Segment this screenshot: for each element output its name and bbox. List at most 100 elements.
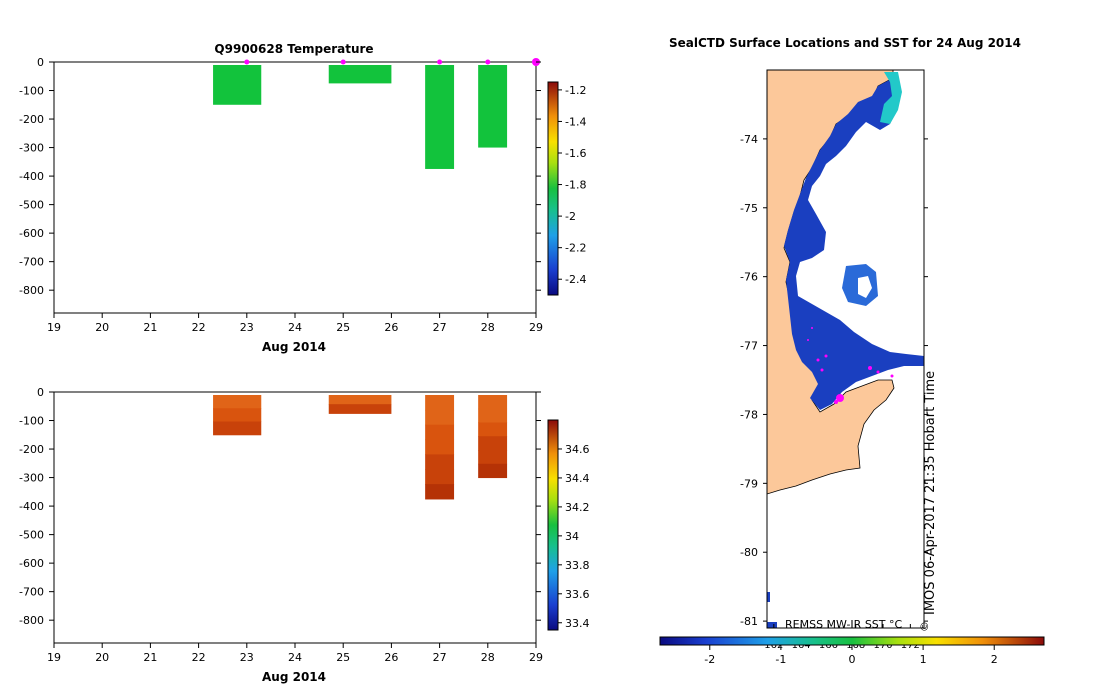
sst-small-patch <box>767 622 777 628</box>
profile-bar <box>328 404 392 414</box>
y-tick-label: -800 <box>19 614 44 627</box>
x-tick-label: 20 <box>95 651 109 664</box>
x-tick-label: 28 <box>481 651 495 664</box>
colorbar-tick-label: 34.6 <box>565 443 590 456</box>
colorbar-tick-label: 33.6 <box>565 588 590 601</box>
colorbar-ticks: 34.6 34.4 34.2 34 33.8 33.6 33.4 <box>558 443 590 630</box>
profile-bar <box>478 395 508 410</box>
profile-bar <box>213 65 262 105</box>
y-tick-label: -400 <box>19 170 44 183</box>
y-axis: 0 -100 -200 -300 -400 -500 -600 -700 -800 <box>19 386 541 627</box>
x-tick-label: 20 <box>95 321 109 334</box>
sst-map: SealCTD Surface Locations and SST for 24… <box>659 36 1045 666</box>
profile-bar <box>478 422 508 437</box>
x-tick-label: 22 <box>192 321 206 334</box>
surface-marker <box>244 59 250 65</box>
profile-bar <box>213 408 262 423</box>
x-tick-label: 23 <box>240 321 254 334</box>
profile-bar <box>213 421 262 436</box>
x-tick-label: 25 <box>336 651 350 664</box>
y-tick-label: -100 <box>19 85 44 98</box>
copyright-symbol: © <box>918 621 931 632</box>
surface-marker <box>485 59 491 65</box>
ctd-location <box>820 368 824 372</box>
x-tick-label: 22 <box>192 651 206 664</box>
ctd-location <box>834 400 838 404</box>
x-tick-label: 24 <box>288 321 302 334</box>
x-tick-label: 21 <box>143 321 157 334</box>
colorbar-ticks: -1.2 -1.4 -1.6 -1.8 -2 -2.2 -2.4 <box>558 84 586 286</box>
y-tick-label: -400 <box>19 500 44 513</box>
y-axis: 0 -100 -200 -300 -400 -500 -600 -700 -800 <box>19 56 541 297</box>
x-axis: 19 20 21 22 23 24 25 26 27 28 29 <box>47 643 543 664</box>
profile-bar <box>478 65 508 148</box>
profile-bar <box>425 484 455 500</box>
temperature-chart: Q9900628 Temperature 0 -100 -200 -300 -400 -5… <box>19 42 586 354</box>
y-tick-label: 0 <box>37 386 44 399</box>
colorbar-tick-label: 33.8 <box>565 559 590 572</box>
profile-bars <box>213 395 508 500</box>
surface-marker <box>437 59 443 65</box>
map-title: SealCTD Surface Locations and SST for 24… <box>669 36 1021 50</box>
sst-cyan-patch <box>880 72 902 124</box>
x-axis-label: Aug 2014 <box>262 670 326 684</box>
ctd-location <box>807 339 809 341</box>
x-axis: 19 20 21 22 23 24 25 26 27 28 29 <box>47 313 543 334</box>
colorbar-tick-label: -1.6 <box>565 147 586 160</box>
map-frame <box>766 69 925 629</box>
surface-marker <box>340 59 346 65</box>
x-tick-label: 19 <box>47 321 61 334</box>
profile-bars <box>213 65 508 169</box>
profile-bar <box>213 395 262 409</box>
y-tick-label: -600 <box>19 227 44 240</box>
y-tick-label: -100 <box>19 415 44 428</box>
colorbar-tick-label: -1.4 <box>565 115 586 128</box>
x-tick-label: 23 <box>240 651 254 664</box>
profile-bar <box>328 395 392 405</box>
x-tick-label: 29 <box>529 651 543 664</box>
colorbar-tick-label: -2 <box>565 210 576 223</box>
sst-colorbar <box>659 636 1045 646</box>
colorbar-tick-label: 34.2 <box>565 501 590 514</box>
lat-tick-label: -75 <box>740 202 758 215</box>
lat-tick-label: -74 <box>740 133 758 146</box>
chart-title: Q9900628 Temperature <box>214 42 373 56</box>
y-tick-label: -300 <box>19 142 44 155</box>
ctd-location <box>824 354 828 358</box>
profile-bar <box>425 395 455 411</box>
profile-bar <box>478 450 508 465</box>
sst-product-label: REMSS MW-IR SST °C <box>785 618 903 631</box>
salinity-chart: 0 -100 -200 -300 -400 -500 -600 -700 -800 19 20 21… <box>19 386 589 684</box>
ctd-location <box>811 327 813 329</box>
x-axis-label: Aug 2014 <box>262 340 326 354</box>
plot-frame <box>53 61 537 314</box>
sst-small-patch <box>767 592 770 602</box>
sst-polynya-hole <box>858 276 872 298</box>
colorbar-tick-label: 34.4 <box>565 472 590 485</box>
y-tick-label: -500 <box>19 529 44 542</box>
sst-colorbar-ticks: -2 -1 0 1 2 <box>704 645 998 666</box>
profile-bar <box>425 424 455 441</box>
profile-bar <box>328 65 392 84</box>
sst-colorbar-tick-label: 2 <box>991 653 998 666</box>
y-tick-label: -200 <box>19 443 44 456</box>
profile-bar <box>425 439 455 455</box>
ctd-location <box>816 358 820 362</box>
sst-colorbar-tick-label: 0 <box>849 653 856 666</box>
colorbar <box>547 81 559 296</box>
x-tick-label: 24 <box>288 651 302 664</box>
ctd-location <box>876 370 880 374</box>
ctd-location <box>868 366 872 370</box>
y-tick-label: -200 <box>19 113 44 126</box>
profile-bar <box>425 454 455 470</box>
x-tick-label: 19 <box>47 651 61 664</box>
lat-tick-label: -76 <box>740 271 758 284</box>
colorbar-tick-label: -1.2 <box>565 84 586 97</box>
timestamp-label: IMOS 06-Apr-2017 21:35 Hobart Time <box>923 371 938 615</box>
colorbar-tick-label: -2.2 <box>565 242 586 255</box>
lat-tick-label: -77 <box>740 340 758 353</box>
colorbar <box>547 419 559 631</box>
colorbar-tick-label: -2.4 <box>565 273 586 286</box>
x-tick-label: 26 <box>384 651 398 664</box>
lat-tick-label: -78 <box>740 408 758 421</box>
